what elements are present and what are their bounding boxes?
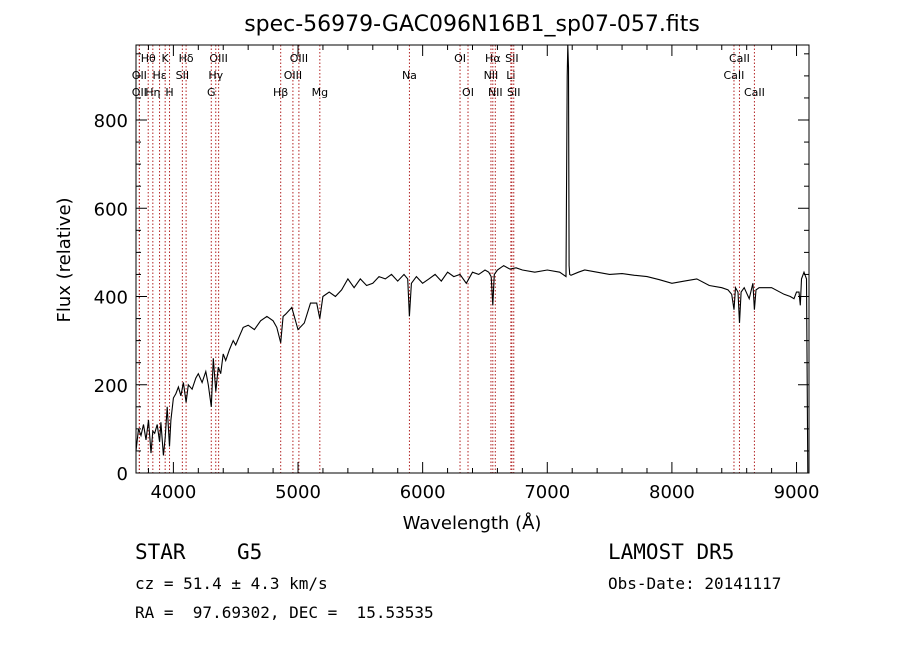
marker-label: H	[165, 86, 173, 99]
x-axis-label: Wavelength (Å)	[403, 512, 542, 534]
marker-label: OIII	[209, 52, 227, 65]
line-markers: HθOIIOIIKHεHηHHδSIIOIIIHγGOIIIOIIIHβMgNa…	[132, 45, 765, 473]
y-axis-ticks: 0 200 400 600 800	[94, 53, 809, 485]
marker-label: K	[162, 52, 170, 65]
y-tick-label: 400	[94, 288, 128, 309]
marker-label: Hε	[152, 69, 166, 82]
marker-label: Mg	[312, 86, 328, 99]
x-axis-ticks: 4000 5000 6000 7000 8000 9000	[147, 45, 820, 503]
observation-date: Obs-Date: 20141117	[608, 574, 782, 593]
redshift-velocity: cz = 51.4 ± 4.3 km/s	[135, 574, 328, 593]
marker-label: Na	[402, 69, 417, 82]
y-tick-label: 0	[117, 464, 128, 485]
marker-label: NII	[488, 86, 503, 99]
marker-label: G	[207, 86, 216, 99]
object-type: STAR	[135, 540, 186, 564]
coordinates: RA = 97.69302, DEC = 15.53535	[135, 603, 434, 622]
marker-label: OIII	[284, 69, 302, 82]
marker-label: NII	[484, 69, 499, 82]
marker-label: OIII	[290, 52, 308, 65]
x-tick-label: 5000	[275, 482, 321, 503]
marker-label: SII	[507, 86, 520, 99]
x-tick-label: 4000	[150, 482, 196, 503]
marker-label: Hη	[145, 86, 160, 99]
x-tick-label: 9000	[774, 482, 820, 503]
y-tick-label: 600	[94, 199, 128, 220]
marker-label: Li	[506, 69, 515, 82]
object-subclass: G5	[237, 540, 263, 564]
marker-label: CaII	[729, 52, 750, 65]
marker-label: CaII	[724, 69, 745, 82]
marker-label: SII	[505, 52, 518, 65]
y-tick-label: 800	[94, 111, 128, 132]
marker-label: Hα	[485, 52, 501, 65]
marker-label: Hδ	[179, 52, 194, 65]
marker-label: OI	[454, 52, 466, 65]
series-spectrum-line	[135, 44, 809, 474]
x-tick-label: 7000	[524, 482, 570, 503]
marker-label: Hγ	[208, 69, 223, 82]
marker-label: OI	[462, 86, 474, 99]
y-axis-label: Flux (relative)	[54, 197, 75, 322]
marker-label: Hθ	[141, 52, 156, 65]
y-tick-label: 200	[94, 376, 128, 397]
x-tick-label: 6000	[400, 482, 446, 503]
marker-label: SII	[176, 69, 189, 82]
plot-frame	[135, 44, 810, 474]
survey-name: LAMOST DR5	[608, 540, 735, 564]
marker-label: CaII	[744, 86, 765, 99]
marker-label: Hβ	[273, 86, 288, 99]
chart-title: spec-56979-GAC096N16B1_sp07-057.fits	[244, 12, 700, 37]
x-tick-label: 8000	[649, 482, 695, 503]
